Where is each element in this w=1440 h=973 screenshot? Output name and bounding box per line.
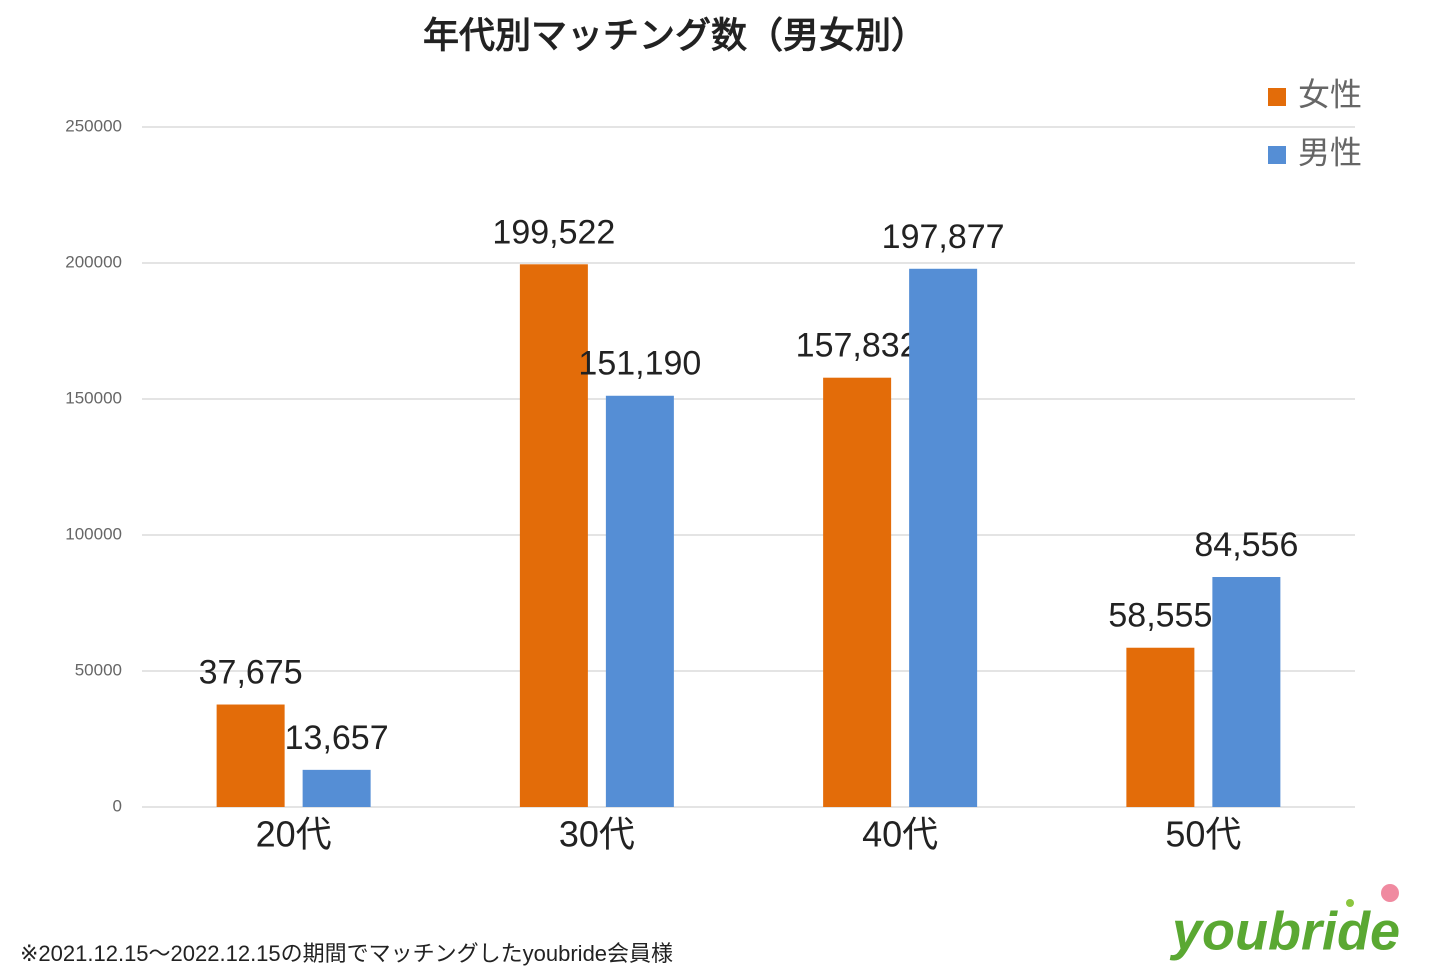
value-label: 157,832 bbox=[796, 327, 919, 365]
y-tick-label: 150000 bbox=[65, 388, 122, 407]
value-label: 58,555 bbox=[1108, 597, 1212, 635]
chart-title: 年代別マッチング数（男女別） bbox=[423, 15, 927, 56]
bar bbox=[302, 769, 371, 807]
value-label: 151,190 bbox=[578, 345, 701, 383]
y-tick-label: 200000 bbox=[65, 252, 122, 271]
bar bbox=[519, 264, 588, 807]
y-tick-label: 0 bbox=[113, 796, 122, 815]
bar bbox=[216, 704, 285, 807]
y-tick-label: 250000 bbox=[65, 116, 122, 135]
logo-leaf bbox=[1346, 899, 1354, 907]
logo: youbride bbox=[1169, 901, 1400, 961]
y-tick-label: 100000 bbox=[65, 524, 122, 543]
legend-swatch bbox=[1268, 88, 1286, 106]
value-label: 84,556 bbox=[1194, 526, 1298, 564]
legend-label: 男性 bbox=[1298, 134, 1362, 170]
bar bbox=[605, 395, 674, 807]
logo-flower bbox=[1381, 884, 1399, 902]
value-label: 199,522 bbox=[492, 213, 615, 251]
value-label: 197,877 bbox=[882, 218, 1005, 256]
bar bbox=[1212, 577, 1281, 807]
x-tick-label: 20代 bbox=[256, 814, 332, 855]
bar bbox=[823, 377, 892, 807]
bar bbox=[1126, 647, 1195, 807]
bar bbox=[909, 268, 978, 808]
x-tick-label: 30代 bbox=[559, 814, 635, 855]
x-tick-label: 50代 bbox=[1165, 814, 1241, 855]
legend-swatch bbox=[1268, 146, 1286, 164]
y-tick-label: 50000 bbox=[75, 660, 122, 679]
value-label: 37,675 bbox=[199, 654, 303, 692]
footnote: ※2021.12.15～2022.12.15の期間でマッチングしたyoubrid… bbox=[20, 941, 673, 966]
value-label: 13,657 bbox=[285, 719, 389, 757]
legend-label: 女性 bbox=[1298, 76, 1362, 112]
x-tick-label: 40代 bbox=[862, 814, 938, 855]
